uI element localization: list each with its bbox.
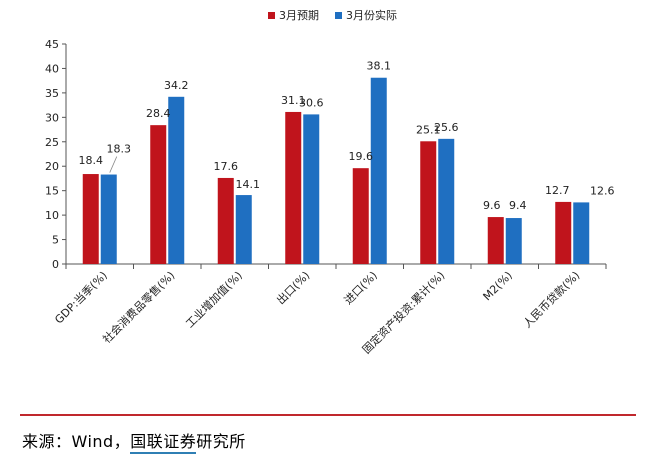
data-label-actual: 18.3 [107,143,132,156]
category-label: M2(%) [481,269,515,303]
data-label-actual: 38.1 [367,60,392,73]
bar-actual [438,138,455,264]
legend-label-expected: 3月预期 [279,9,319,22]
bar-expected [150,125,167,265]
data-label-actual: 14.1 [236,178,261,191]
y-tick-label: 10 [45,209,59,222]
bar-expected [555,201,572,264]
bar-actual [168,96,185,264]
category-label: 人民币贷款(%) [520,268,582,330]
source-divider [20,414,636,416]
bar-expected [82,174,99,264]
y-tick-label: 20 [45,160,59,173]
bar-actual [100,174,117,264]
data-label-expected: 31.1 [281,94,306,107]
data-label-actual: 30.6 [299,96,324,109]
bar-expected [217,177,234,264]
data-label-actual: 9.4 [509,199,527,212]
bar-actual [303,114,320,265]
data-label-actual: 34.2 [164,79,189,92]
bar-expected [285,111,302,264]
bar-actual [235,195,252,264]
bar-chart: 0 5 10 15 20 25 30 35 40 45 18.418.3 28.4 34.2 17.6 14… [45,8,615,356]
source-suffix: 研究所 [196,432,246,451]
bar-expected [487,217,504,264]
y-tick-label: 15 [45,185,59,198]
data-label-expected: 28.4 [146,107,171,120]
y-tick-label: 0 [52,258,59,271]
data-label-expected: 19.6 [349,150,374,163]
y-tick-label: 25 [45,136,59,149]
source-prefix: 来源：Wind， [22,432,131,451]
data-label-actual: 12.6 [590,184,615,197]
leader-line [109,156,118,173]
data-label-expected: 25.1 [416,123,441,136]
source-note: 来源：Wind，国联证券研究所 [22,428,246,454]
bar-expected [420,141,437,264]
y-tick-label: 30 [45,111,59,124]
category-label: 进口(%) [342,269,380,307]
data-label-expected: 9.6 [483,199,501,212]
legend-label-actual: 3月份实际 [346,8,397,22]
y-tick-label: 35 [45,87,59,100]
y-tick-label: 40 [45,62,59,75]
y-tick-label: 45 [45,38,59,51]
data-label-expected: 12.7 [545,184,570,197]
category-label: 出口(%) [273,268,312,307]
legend-swatch-actual [335,12,342,19]
category-label: 工业增加值(%) [183,268,245,330]
bar-actual [370,77,387,264]
data-label-expected: 18.4 [79,154,104,167]
data-label-actual: 25.6 [434,121,459,134]
legend-swatch-expected [268,12,275,19]
bar-expected [352,168,369,264]
category-label: GDP:当季(%) [52,268,110,326]
bar-actual [573,202,590,264]
data-label-expected: 17.6 [214,160,239,173]
source-brand: 国联证券 [130,432,197,454]
bar-actual [505,218,522,264]
category-label: 社会消费品零售(%) [100,268,178,346]
y-tick-label: 5 [52,234,59,247]
